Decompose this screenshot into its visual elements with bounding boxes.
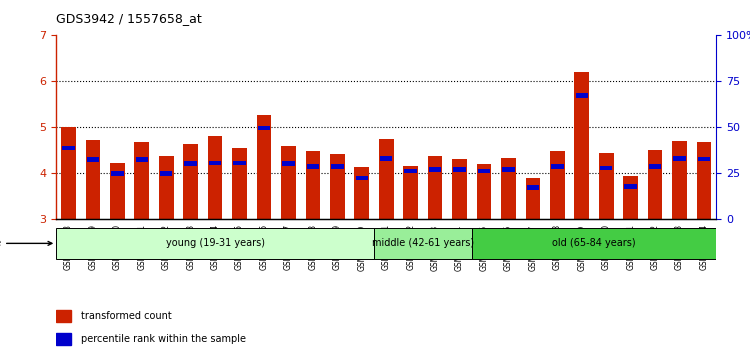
Bar xyxy=(551,164,563,169)
Bar xyxy=(232,148,247,219)
Bar xyxy=(550,151,565,219)
Bar xyxy=(501,158,516,219)
Bar xyxy=(134,142,149,219)
Bar xyxy=(526,185,539,189)
Bar xyxy=(478,169,490,173)
Bar xyxy=(56,333,70,345)
Bar xyxy=(429,167,441,172)
Bar xyxy=(672,141,687,219)
Bar xyxy=(330,154,345,219)
Bar xyxy=(184,161,197,166)
Bar xyxy=(159,156,173,219)
Bar xyxy=(332,164,344,169)
Bar xyxy=(380,156,392,161)
Bar xyxy=(477,164,491,219)
Bar xyxy=(452,159,467,219)
Bar xyxy=(648,150,662,219)
Text: middle (42-61 years): middle (42-61 years) xyxy=(372,238,474,249)
Bar xyxy=(600,166,613,170)
Bar xyxy=(258,126,270,130)
Bar xyxy=(136,157,148,162)
FancyBboxPatch shape xyxy=(374,228,472,258)
Bar xyxy=(698,157,710,161)
Bar xyxy=(256,115,272,219)
Bar xyxy=(503,167,515,172)
Bar xyxy=(87,157,99,162)
Bar xyxy=(404,166,418,219)
Text: transformed count: transformed count xyxy=(81,311,172,321)
Bar xyxy=(183,143,198,219)
Bar xyxy=(355,167,369,219)
Bar xyxy=(404,169,417,173)
Bar xyxy=(305,152,320,219)
Bar xyxy=(379,139,394,219)
Bar xyxy=(697,142,711,219)
Bar xyxy=(282,161,295,166)
Bar xyxy=(674,156,686,161)
Bar xyxy=(307,164,320,169)
Bar xyxy=(599,153,613,219)
Bar xyxy=(209,161,221,165)
Bar xyxy=(233,161,246,165)
Text: age: age xyxy=(0,238,52,249)
Text: GDS3942 / 1557658_at: GDS3942 / 1557658_at xyxy=(56,12,202,25)
Bar xyxy=(111,171,124,176)
Bar xyxy=(453,167,466,172)
Bar xyxy=(281,146,296,219)
Bar xyxy=(56,310,70,322)
Text: old (65-84 years): old (65-84 years) xyxy=(552,238,636,249)
Bar xyxy=(575,93,588,97)
Bar xyxy=(62,126,76,219)
Bar xyxy=(574,72,590,219)
Bar xyxy=(62,146,75,150)
Text: young (19-31 years): young (19-31 years) xyxy=(166,238,265,249)
FancyBboxPatch shape xyxy=(472,228,716,258)
Bar xyxy=(356,176,368,180)
Bar xyxy=(526,178,540,219)
Bar xyxy=(623,176,638,219)
Bar xyxy=(160,171,172,176)
FancyBboxPatch shape xyxy=(56,228,374,258)
Text: percentile rank within the sample: percentile rank within the sample xyxy=(81,334,246,344)
Bar xyxy=(625,184,637,189)
Bar xyxy=(427,156,442,219)
Bar xyxy=(208,136,223,219)
Bar xyxy=(649,164,662,169)
Bar xyxy=(86,140,100,219)
Bar xyxy=(110,163,125,219)
